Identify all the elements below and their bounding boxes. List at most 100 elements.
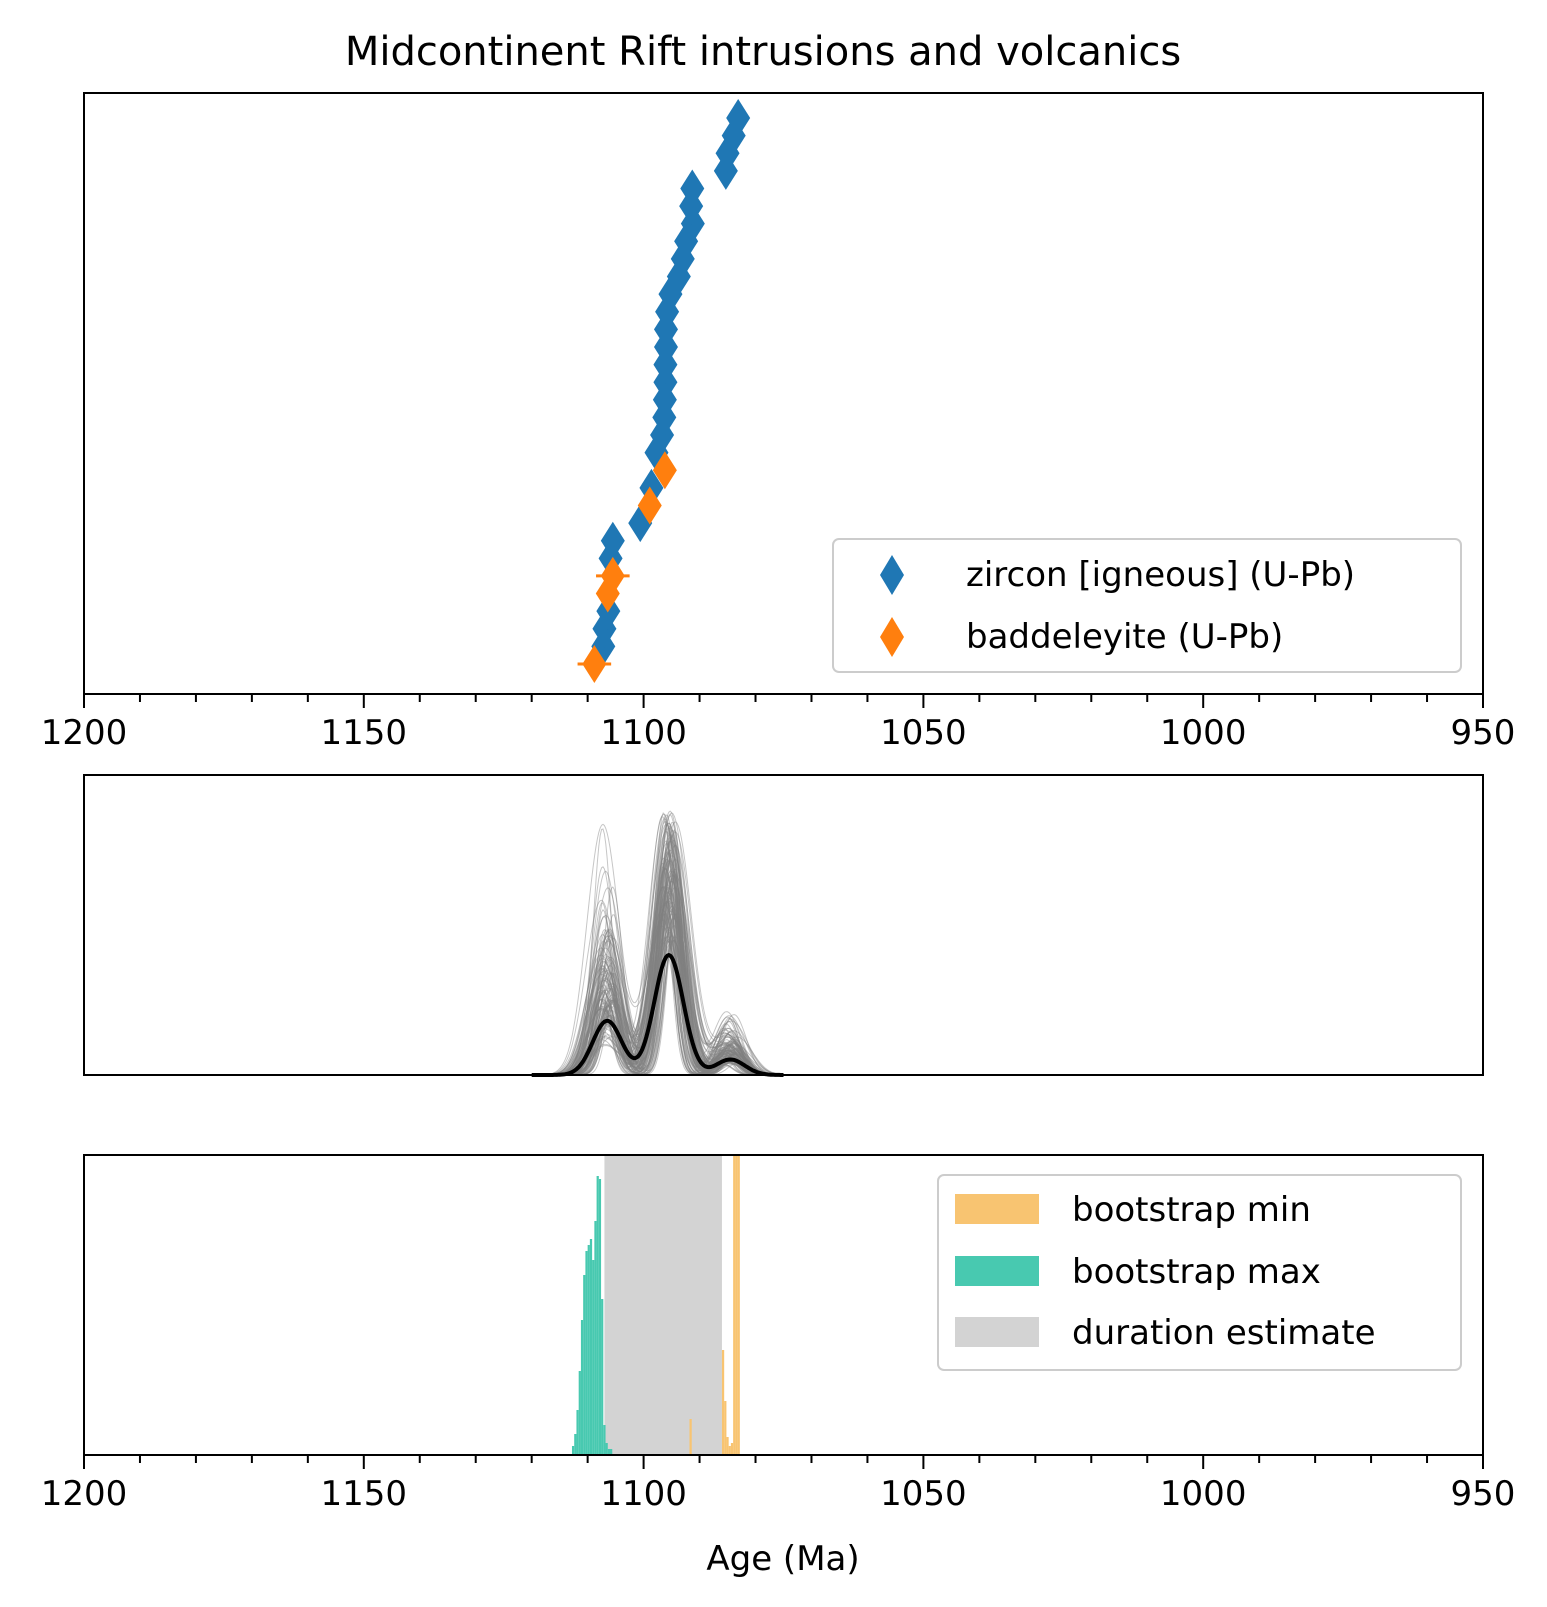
- bootstrap-max-bar: [574, 1434, 577, 1455]
- bootstrap-max-bar: [580, 1320, 584, 1455]
- panel-ages-x-axis: 1200 1150 1100 1050 1000 950: [41, 694, 1516, 753]
- bootstrap-max-bar: [596, 1176, 599, 1455]
- baddeleyite-age-marker: [652, 451, 677, 490]
- bootstrap-min-bar: [730, 1443, 734, 1455]
- bootstrap-max-bar: [576, 1410, 579, 1455]
- panel-kde-frame: [83, 774, 1484, 1076]
- x-axis-label: Age (Ma): [706, 1539, 859, 1579]
- panel-bootstrap: 1200 1150 1100 1050 1000 950 Age (Ma) bootstr…: [41, 1154, 1516, 1579]
- bootstrap-min-bar: [721, 1350, 725, 1455]
- bootstrap-kde-curve: [531, 891, 784, 1076]
- bootstrap-kde-curve: [531, 876, 784, 1076]
- baddeleyite-age-marker: [600, 556, 625, 595]
- bootstrap-min-bar: [689, 1419, 692, 1455]
- legend-duration-label: duration estimate: [1072, 1313, 1376, 1353]
- legend-baddeleyite-label: baddeleyite (U-Pb): [966, 617, 1283, 657]
- kde-curve: [531, 952, 784, 1077]
- panel-ages: 1200 1150 1100 1050 1000 950 zircon [igneous]…: [41, 92, 1516, 753]
- legend-bootstrap: bootstrap min bootstrap max duration est…: [937, 1174, 1462, 1371]
- x-tick-label: 1150: [321, 713, 408, 753]
- bootstrap-max-bar: [592, 1260, 595, 1455]
- chart-title: Midcontinent Rift intrusions and volcani…: [345, 29, 1181, 75]
- x-tick-label: 1000: [1160, 1474, 1247, 1514]
- bootstrap-kde-curve: [531, 885, 784, 1076]
- age-markers: [577, 99, 751, 683]
- legend-ages-box: [832, 538, 1462, 673]
- bootstrap-kde-curve: [531, 849, 784, 1076]
- bootstrap-min-bar: [735, 1155, 738, 1455]
- bootstrap-kde-curve: [531, 823, 784, 1076]
- panel-kde: [83, 774, 1484, 1077]
- bootstrap-kde-curve: [531, 918, 784, 1076]
- bootstrap-kde-curve: [531, 857, 784, 1076]
- bootstrap-kde-curve: [531, 913, 784, 1076]
- bootstrap-kde-curve: [531, 852, 784, 1076]
- bootstrap-kde-curve: [531, 812, 784, 1076]
- legend-bootstrap-max-label: bootstrap max: [1072, 1252, 1321, 1292]
- bootstrap-max-bar: [589, 1239, 593, 1455]
- baddeleyite-age-marker: [582, 645, 607, 683]
- duration-estimate-band: [604, 1155, 722, 1455]
- bootstrap-kde-curve: [531, 814, 784, 1076]
- bootstrap-kde-curve: [531, 813, 784, 1076]
- x-tick-label: 1100: [600, 713, 687, 753]
- bootstrap-kde-curve: [531, 910, 784, 1076]
- x-tick-label: 1050: [880, 1474, 967, 1514]
- bootstrap-kde-curve: [531, 901, 784, 1076]
- panel-ages-frame: [83, 92, 1484, 695]
- bootstrap-max-bar: [610, 1449, 613, 1455]
- legend-bootstrap-min-swatch: [955, 1194, 1039, 1224]
- bootstrap-min-bar: [733, 1155, 736, 1455]
- bootstrap-kde-curve: [531, 821, 784, 1076]
- bootstrap-max-bar: [585, 1251, 588, 1455]
- x-tick-label: 1100: [600, 1474, 687, 1514]
- x-tick-label: 950: [1451, 1474, 1516, 1514]
- legend-duration-swatch: [955, 1317, 1039, 1347]
- zircon-age-marker: [726, 99, 751, 137]
- x-tick-label: 950: [1451, 713, 1516, 753]
- bootstrap-kde-curve: [531, 909, 784, 1076]
- legend-zircon-label: zircon [igneous] (U-Pb): [966, 555, 1355, 595]
- bootstrap-bars: [571, 1155, 740, 1455]
- legend-bootstrap-min-label: bootstrap min: [1072, 1190, 1311, 1230]
- bootstrap-max-bar: [605, 1443, 608, 1455]
- panel-bootstrap-x-axis: 1200 1150 1100 1050 1000 950: [41, 1455, 1516, 1514]
- legend-bootstrap-box: [937, 1174, 1462, 1371]
- bootstrap-min-bar: [728, 1446, 731, 1455]
- baddeleyite-age-marker: [637, 486, 662, 525]
- bootstrap-kde-curve: [531, 918, 784, 1076]
- bootstrap-kde-curve: [531, 855, 784, 1076]
- x-tick-label: 1150: [321, 1474, 408, 1514]
- bootstrap-max-bar: [583, 1275, 586, 1455]
- bootstrap-max-bar: [607, 1449, 611, 1455]
- bootstrap-kde-curve: [531, 818, 784, 1076]
- bootstrap-min-bar: [726, 1437, 729, 1455]
- bootstrap-kde-curve: [531, 829, 784, 1076]
- zircon-age-marker: [600, 521, 625, 560]
- bootstrap-kde-curve: [531, 866, 784, 1076]
- bootstrap-kde-curve: [531, 894, 784, 1076]
- legend-bootstrap-max-swatch: [955, 1256, 1039, 1286]
- bootstrap-max-bar: [571, 1446, 575, 1455]
- panel-bootstrap-frame: [83, 1154, 1484, 1456]
- bootstrap-max-bar: [594, 1221, 597, 1455]
- bootstrap-kde-curve: [531, 877, 784, 1076]
- bootstrap-kde-curve: [531, 899, 784, 1076]
- legend-baddeleyite-marker: [880, 617, 904, 657]
- bootstrap-kde-curve: [531, 833, 784, 1076]
- bootstrap-min-bar: [724, 1401, 727, 1455]
- bootstrap-max-bar: [603, 1425, 606, 1455]
- bootstrap-kde-curve: [531, 925, 784, 1076]
- bootstrap-max-bar: [598, 1179, 602, 1455]
- bootstrap-kde-curve: [531, 822, 784, 1076]
- x-tick-label: 1200: [41, 1474, 128, 1514]
- bootstrap-max-bar: [578, 1371, 581, 1455]
- bootstrap-min-bar: [737, 1155, 740, 1455]
- bootstrap-kde-curve: [531, 850, 784, 1076]
- bootstrap-max-bar: [587, 1245, 590, 1455]
- legend-zircon-marker: [880, 555, 904, 595]
- bootstrap-max-bar: [601, 1299, 604, 1455]
- legend-ages: zircon [igneous] (U-Pb) baddeleyite (U-P…: [832, 538, 1462, 673]
- bootstrap-kde-curve: [531, 847, 784, 1076]
